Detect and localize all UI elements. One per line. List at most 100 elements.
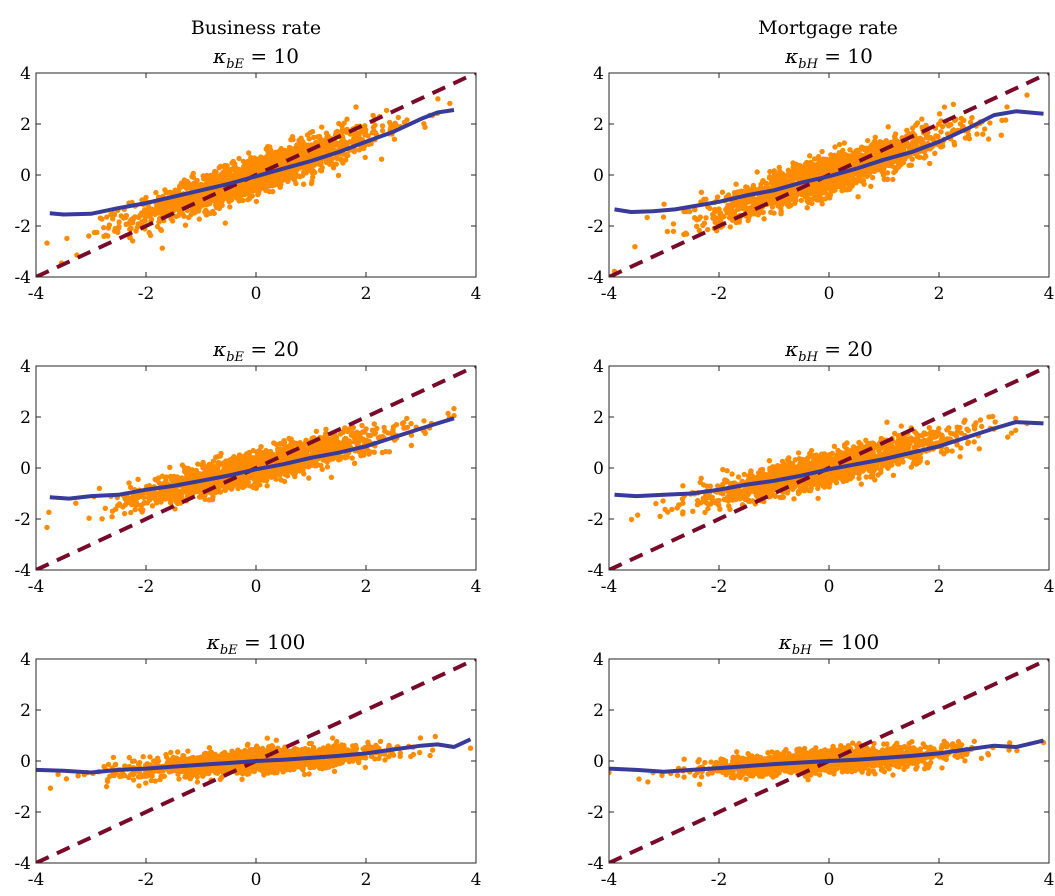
scatter-point [879, 169, 886, 176]
y-tick-label: -4 [14, 561, 31, 581]
scatter-point [205, 468, 212, 474]
scatter-point [717, 211, 723, 217]
scatter-point [378, 156, 385, 162]
scatter-point [152, 211, 159, 217]
x-tick-label: -2 [138, 577, 155, 597]
scatter-point [300, 467, 306, 473]
scatter-point [377, 434, 383, 440]
y-tick-label: -4 [587, 268, 604, 288]
scatter-point [750, 185, 756, 191]
scatter-point [811, 195, 817, 201]
scatter-point [255, 179, 261, 186]
scatter-point [116, 219, 122, 225]
scatter-point [179, 487, 185, 494]
scatter-point [293, 180, 299, 187]
scatter-point [167, 464, 173, 470]
scatter-point [367, 449, 374, 455]
scatter-point [209, 180, 215, 186]
scatter-point [733, 181, 739, 187]
scatter-series [611, 92, 1030, 274]
scatter-point [342, 435, 349, 442]
scatter-point [335, 172, 342, 179]
scatter-point [324, 464, 331, 470]
scatter-point [280, 455, 286, 462]
scatter-point [395, 114, 401, 121]
scatter-point [169, 492, 175, 498]
scatter-point [330, 165, 337, 171]
scatter-point [862, 170, 869, 177]
scatter-point [841, 140, 847, 146]
scatter-point [853, 180, 859, 186]
scatter-point [187, 473, 193, 479]
scatter-point [849, 183, 855, 189]
scatter-point [202, 496, 208, 503]
scatter-point [196, 216, 202, 222]
scatter-point [139, 509, 145, 515]
scatter-point [283, 150, 289, 156]
scatter-point [227, 466, 234, 472]
scatter-point [891, 169, 897, 176]
scatter-point [109, 514, 115, 520]
panel-title: κbH = 20 [784, 337, 873, 365]
scatter-point [203, 207, 209, 213]
scatter-point [238, 192, 245, 198]
scatter-point [703, 215, 709, 221]
y-tick-label: 0 [20, 459, 31, 479]
scatter-point [785, 167, 792, 173]
scatter-point [130, 216, 137, 222]
scatter-point [286, 176, 292, 182]
scatter-point [939, 123, 946, 130]
y-tick-label: -4 [14, 268, 31, 288]
scatter-point [306, 444, 312, 451]
scatter-point [692, 207, 698, 213]
scatter-point [700, 222, 706, 228]
scatter-point [193, 181, 199, 188]
scatter-point [834, 161, 840, 167]
scatter-point [760, 209, 766, 216]
scatter-point [391, 136, 398, 142]
scatter-point [177, 183, 183, 189]
scatter-point [268, 152, 274, 158]
scatter-point [200, 459, 206, 466]
scatter-point [855, 149, 861, 155]
scatter-point [193, 484, 199, 490]
scatter-point [158, 226, 164, 233]
x-tick-label: -2 [138, 284, 155, 304]
scatter-point [908, 162, 914, 168]
scatter-point [327, 157, 333, 163]
scatter-point [181, 200, 187, 206]
scatter-point [101, 224, 107, 231]
y-tick-label: 4 [20, 64, 31, 84]
scatter-point [123, 496, 130, 503]
scatter-point [149, 206, 155, 212]
scatter-point [435, 96, 441, 102]
x-tick-label: 0 [251, 284, 262, 304]
scatter-point [756, 210, 762, 216]
scatter-point [974, 131, 980, 137]
scatter-point [771, 172, 778, 178]
scatter-point [322, 456, 328, 463]
scatter-point [371, 421, 377, 427]
scatter-point [401, 425, 407, 431]
scatter-point [130, 238, 136, 244]
scatter-point [267, 181, 273, 188]
scatter-point [896, 163, 902, 170]
scatter-point [196, 494, 203, 500]
scatter-point [283, 169, 289, 176]
scatter-point [353, 104, 359, 110]
scatter-point [137, 212, 143, 219]
scatter-point [146, 210, 152, 217]
scatter-point [147, 232, 154, 238]
scatter-point [839, 179, 846, 185]
scatter-point [372, 122, 378, 129]
scatter-point [350, 425, 356, 431]
fit-line [49, 416, 455, 501]
scatter-point [212, 464, 218, 471]
scatter-point [786, 178, 793, 184]
scatter-point [826, 184, 832, 191]
y-tick-label: -2 [14, 510, 31, 530]
scatter-point [349, 455, 355, 461]
scatter-point [226, 195, 233, 201]
scatter-point [324, 134, 330, 141]
scatter-point [824, 178, 830, 185]
